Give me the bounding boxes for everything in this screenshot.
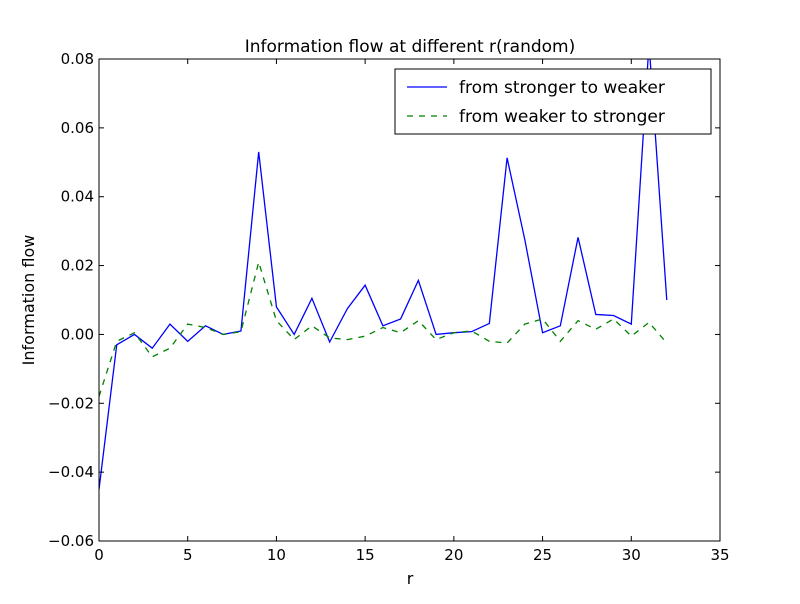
- legend-label-2: from weaker to stronger: [459, 107, 665, 127]
- series-line-1: [99, 59, 668, 490]
- y-tick-label: 0.00: [61, 325, 94, 343]
- y-tick-label: −0.06: [48, 532, 94, 550]
- x-tick-label: 15: [356, 546, 375, 564]
- y-tick-label: 0.06: [61, 119, 94, 137]
- legend-label-1: from stronger to weaker: [459, 78, 665, 98]
- y-tick-label: 0.04: [61, 188, 94, 206]
- x-tick-label: 10: [267, 546, 286, 564]
- x-tick-label: 20: [444, 546, 463, 564]
- x-tick-label: 30: [622, 546, 641, 564]
- series-line-2: [99, 259, 668, 397]
- x-tick-label: 5: [183, 546, 193, 564]
- legend: from stronger to weaker from weaker to st…: [394, 68, 712, 135]
- y-tick-label: −0.04: [48, 463, 94, 481]
- x-tick-label: 25: [533, 546, 552, 564]
- x-tick-label: 35: [710, 546, 729, 564]
- y-tick-label: −0.02: [48, 394, 94, 412]
- plot-area-frame: [98, 58, 721, 542]
- x-tick-label: 0: [94, 546, 104, 564]
- chart-title: Information flow at different r(random): [245, 37, 576, 57]
- x-axis-label: r: [407, 569, 414, 588]
- y-tick-label: 0.02: [61, 257, 94, 275]
- y-axis-label: Information flow: [19, 235, 38, 366]
- legend-box: [394, 68, 712, 135]
- y-tick-label: 0.08: [61, 50, 94, 68]
